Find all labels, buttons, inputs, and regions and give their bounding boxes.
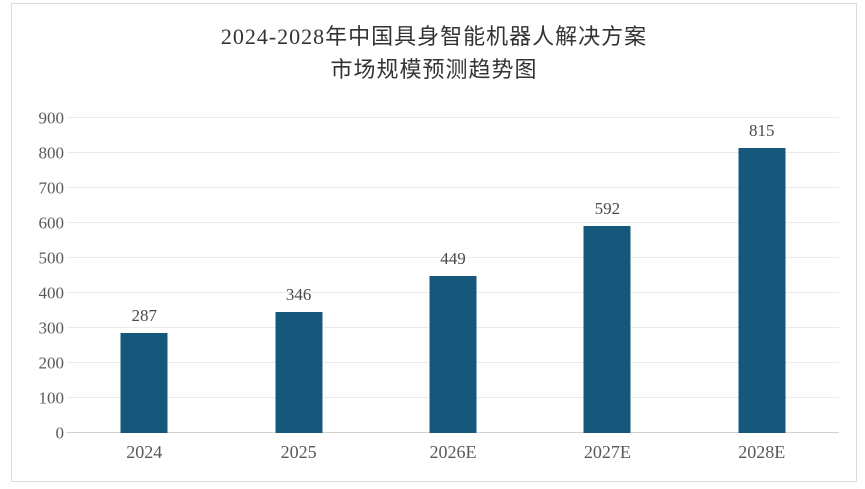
bar-slot: 287 [67,118,221,433]
bar-slot: 815 [685,118,839,433]
chart-title-line1: 2024-2028年中国具身智能机器人解决方案 [220,24,648,49]
bar-2026E [429,275,477,433]
x-axis: 2024 2025 2026E 2027E 2028E [67,433,839,463]
y-tick-label: 500 [38,248,65,268]
bar-slot: 449 [376,118,530,433]
y-tick-label: 300 [38,318,65,338]
chart-title: 2024-2028年中国具身智能机器人解决方案 市场规模预测趋势图 [12,20,856,86]
data-label-2024: 287 [131,305,157,325]
gridline [67,117,839,118]
data-label-2028E: 815 [749,120,775,140]
bar-slot: 346 [221,118,375,433]
bar-slot: 592 [530,118,684,433]
bar-2025 [275,311,323,433]
y-tick-label: 600 [38,213,65,233]
data-label-2027E: 592 [594,198,621,218]
data-label-2026E: 449 [440,248,466,268]
y-tick-label: 400 [38,283,65,303]
data-label-2025: 346 [285,284,312,304]
x-tick-label-2026E: 2026E [429,442,477,462]
chart-title-line2: 市场规模预测趋势图 [330,57,538,82]
x-tick-label-2025: 2025 [280,442,317,462]
bar-2027E [583,225,631,433]
gridline [67,222,839,223]
x-tick-label-2024: 2024 [126,442,163,462]
y-tick-label: 0 [55,423,65,443]
y-tick-label: 200 [38,353,65,373]
plot-area: 287 346 449 592 815 [67,117,839,433]
y-tick-label: 700 [38,178,65,198]
gridline [67,152,839,154]
gridline [67,257,839,258]
y-axis: 0 100 200 300 400 500 600 700 800 900 [12,110,65,442]
bar-2028E [738,147,786,433]
y-tick-label: 100 [38,388,65,408]
chart-frame: 2024-2028年中国具身智能机器人解决方案 市场规模预测趋势图 0 100 20… [11,3,857,482]
y-tick-label: 800 [38,143,65,163]
x-tick-label-2028E: 2028E [738,442,786,462]
gridline [67,187,839,188]
y-tick-label: 900 [38,108,65,128]
x-tick-label-2027E: 2027E [583,442,631,462]
bar-2024 [120,332,168,433]
